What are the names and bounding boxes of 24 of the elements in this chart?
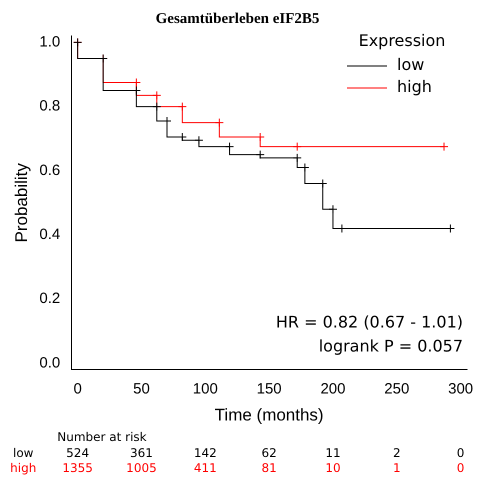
x-tick-label: 100 [192,380,218,398]
y-tick-label: 0.8 [39,98,60,115]
text: high 1355 1005 411 81 10 1 0 [10,461,464,475]
text: Number at risk [57,430,147,444]
chart-title: Gesamtüberleben eIF2B5 [156,10,320,27]
legend-label: high [397,77,432,96]
x-tick-label: 200 [320,380,346,398]
y-axis-title: Probability [12,162,31,242]
x-axis-title: Time (months) [214,405,324,424]
y-tick-label: 0.6 [39,162,60,179]
annotation: HR = 0.82 (0.67 - 1.01) [276,312,463,332]
x-tick-label: 300 [448,380,474,398]
text: low 524 361 142 62 11 2 0 [13,446,464,460]
annotation: logrank P = 0.057 [318,336,463,356]
y-tick-label: 0.0 [39,354,60,372]
x-tick-label: 150 [256,380,282,398]
x-tick-label: 250 [384,380,410,398]
y-tick-label: 0.4 [39,226,60,244]
y-tick-label: 0.2 [39,290,60,308]
legend-label: low [397,55,424,74]
y-tick-label: 1.0 [39,34,60,51]
legend-title: Expression [358,31,446,50]
x-tick-label: 0 [73,380,82,398]
x-tick-label: 50 [133,380,150,398]
